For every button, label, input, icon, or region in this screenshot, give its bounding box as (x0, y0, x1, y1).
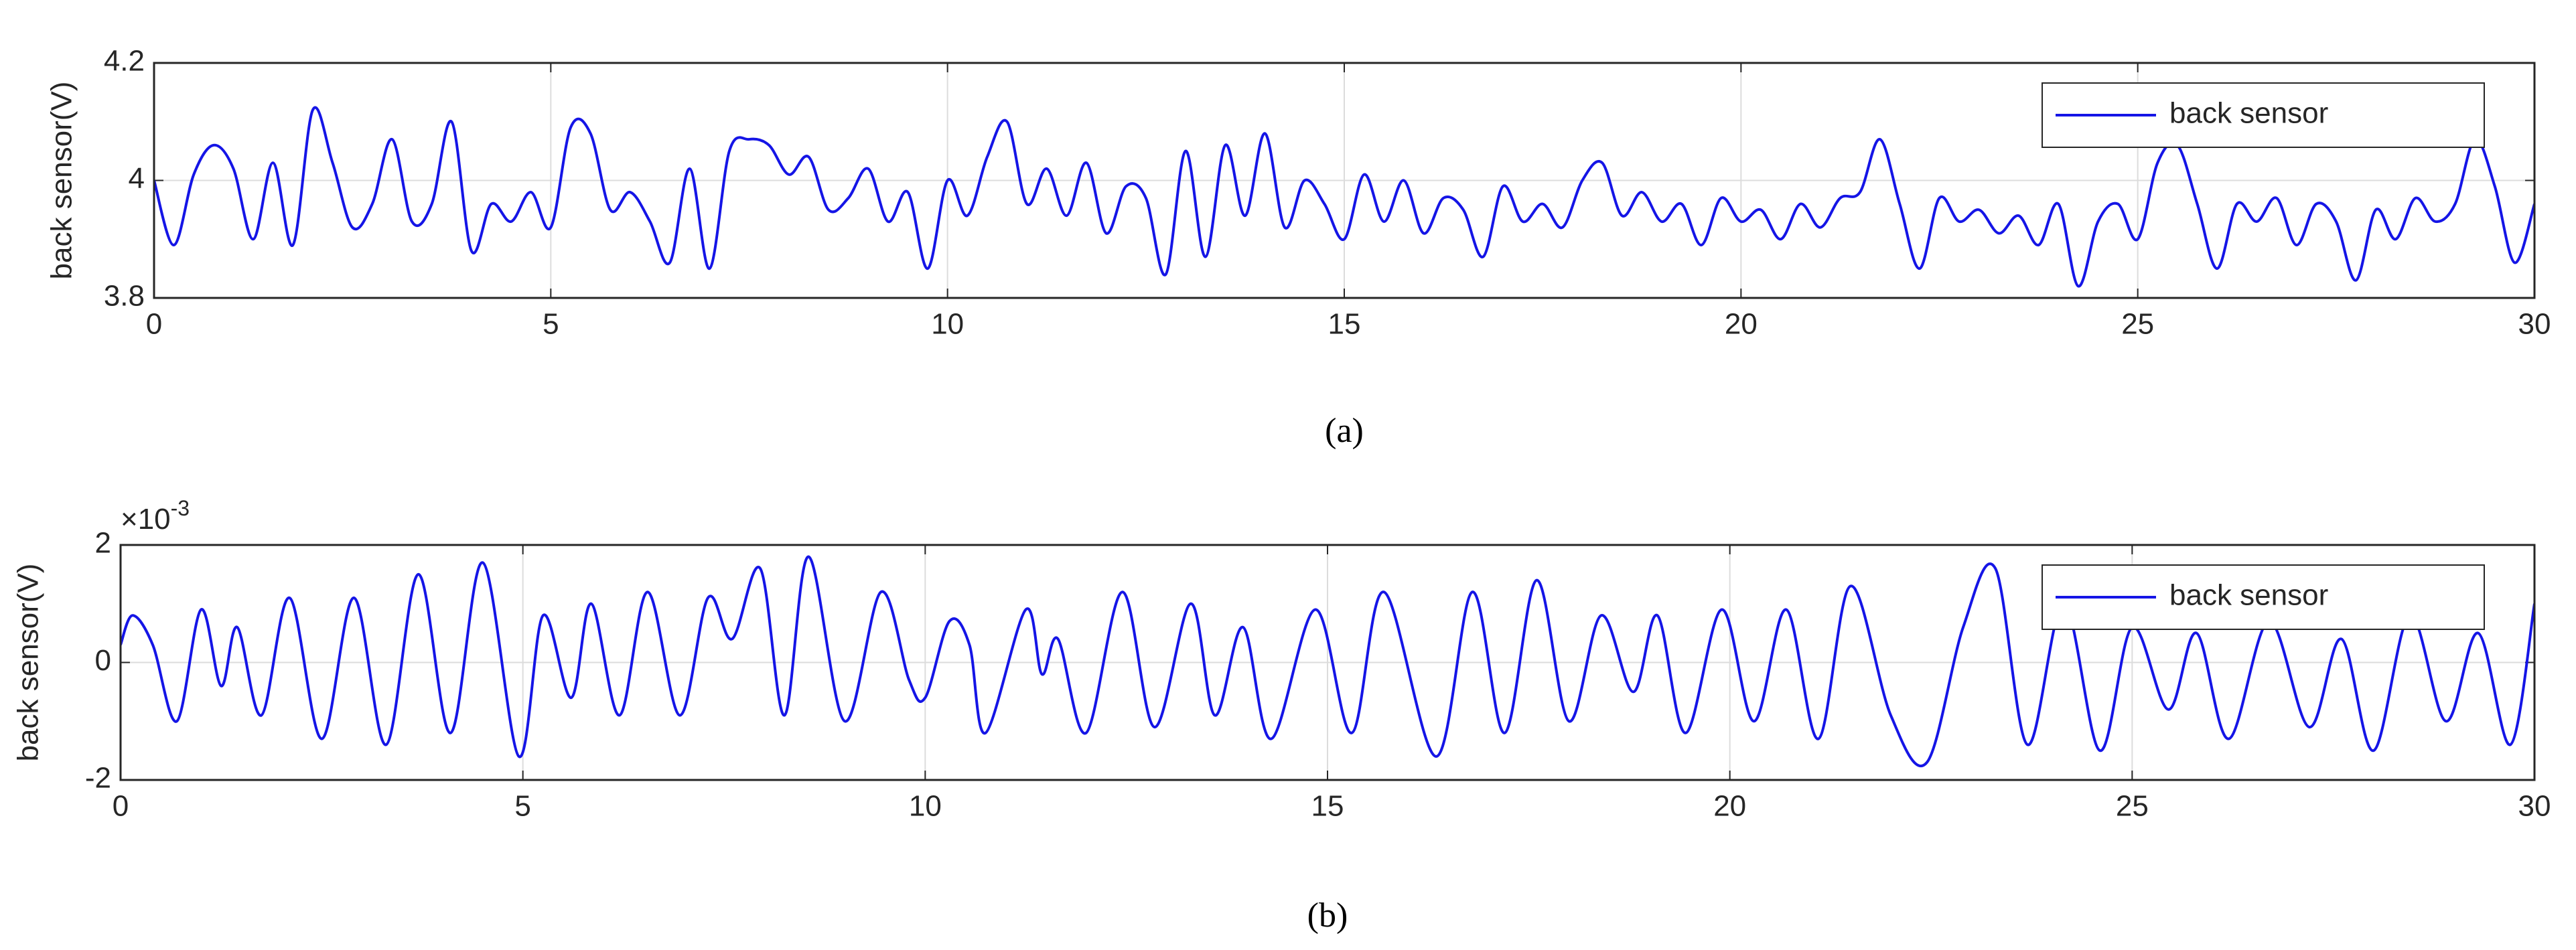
x-tick-label: 25 (2121, 308, 2154, 341)
y-tick-label: -2 (85, 762, 111, 795)
legend-label: back sensor (2169, 579, 2328, 612)
exponent-power: -3 (171, 496, 190, 520)
caption: (b) (1307, 896, 1348, 935)
x-tick-label: 15 (1328, 308, 1361, 341)
x-tick-label: 10 (909, 790, 942, 823)
y-tick-label: 4.2 (104, 45, 145, 78)
legend-box (2042, 82, 2485, 148)
x-tick-label: 0 (113, 790, 129, 823)
axes-box (119, 544, 2536, 781)
data-line (121, 555, 2534, 768)
x-tick-label: 25 (2116, 790, 2149, 823)
x-tick-label: 0 (146, 308, 162, 341)
y-tick-label: 2 (95, 527, 111, 560)
data-line (154, 106, 2534, 288)
exponent-base: ×10 (121, 503, 171, 536)
y-tick-label: 0 (95, 644, 111, 677)
y-axis-label: back sensor(V) (46, 82, 78, 280)
y-tick-label: 3.8 (104, 280, 145, 313)
y-exponent: ×10-3 (121, 496, 190, 535)
x-tick-label: 5 (514, 790, 530, 823)
caption: (a) (1325, 412, 1364, 450)
x-tick-label: 30 (2518, 308, 2551, 341)
x-tick-label: 15 (1311, 790, 1344, 823)
legend-label: back sensor (2169, 97, 2328, 130)
x-tick-label: 10 (931, 308, 964, 341)
x-tick-label: 20 (1725, 308, 1758, 341)
y-tick-label: 4 (129, 162, 145, 195)
x-tick-label: 5 (543, 308, 559, 341)
axes-box (153, 62, 2536, 299)
y-axis-label: back sensor(V) (12, 564, 45, 762)
x-tick-label: 30 (2518, 790, 2551, 823)
x-tick-label: 20 (1713, 790, 1746, 823)
